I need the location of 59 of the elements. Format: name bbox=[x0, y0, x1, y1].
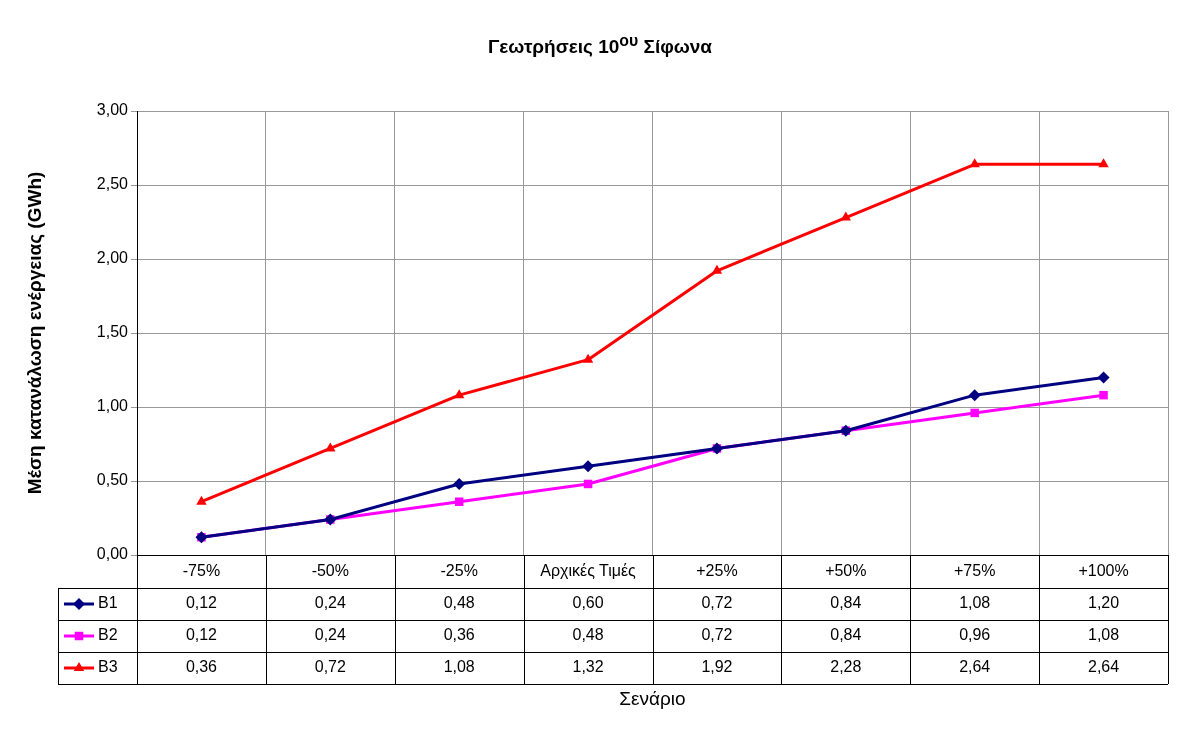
x-tick-label: -50% bbox=[311, 561, 349, 579]
x-tick-label: +25% bbox=[696, 561, 738, 579]
data-label: 0,36 bbox=[443, 626, 475, 644]
point bbox=[970, 408, 979, 418]
data-label: 1,08 bbox=[1087, 626, 1120, 644]
data-label: 2,64 bbox=[1087, 658, 1120, 676]
chart-title: Γεωτρήσεις 10$^{ου}$ Σίφωνα bbox=[486, 32, 714, 59]
y-tick-label: 1,50 bbox=[96, 323, 129, 341]
y-tick-label: 3,00 bbox=[96, 101, 129, 119]
y-tick-label: 0,00 bbox=[96, 545, 129, 563]
data-label: 0,72 bbox=[701, 594, 733, 612]
legend-label: B2 bbox=[98, 626, 118, 644]
point bbox=[453, 389, 465, 399]
data-label: 0,72 bbox=[314, 658, 346, 676]
data-label: 1,32 bbox=[572, 658, 604, 676]
data-label: 0,12 bbox=[185, 626, 218, 644]
data-label: 0,96 bbox=[959, 626, 991, 644]
data-label: 2,28 bbox=[830, 658, 862, 676]
data-label: 0,60 bbox=[572, 594, 604, 612]
point bbox=[582, 460, 595, 473]
data-label: 0,36 bbox=[185, 658, 218, 676]
y-tick-label: 0,50 bbox=[96, 471, 129, 489]
point bbox=[711, 264, 723, 274]
x-tick-label: +100% bbox=[1078, 561, 1129, 579]
data-label: 0,84 bbox=[830, 626, 862, 644]
point bbox=[840, 211, 852, 221]
y-tick-label: 2,00 bbox=[96, 249, 129, 267]
data-label: 2,64 bbox=[959, 658, 991, 676]
y-tick-label: 1,00 bbox=[96, 397, 129, 415]
data-label: 1,92 bbox=[701, 658, 733, 676]
y-tick-label: 2,50 bbox=[96, 175, 129, 193]
x-tick-label: Αρχικές Τιμές bbox=[540, 561, 637, 579]
point bbox=[1098, 158, 1109, 168]
point bbox=[196, 495, 207, 505]
point bbox=[1099, 390, 1108, 400]
legend-label: B3 bbox=[98, 658, 118, 676]
data-label: 0,48 bbox=[443, 594, 475, 612]
data-label: 1,20 bbox=[1087, 594, 1120, 612]
x-tick-label: -75% bbox=[182, 561, 221, 579]
data-label: 0,24 bbox=[314, 626, 346, 644]
text: Σενάριο bbox=[619, 688, 686, 710]
point bbox=[1097, 371, 1110, 384]
legend-label: B1 bbox=[98, 594, 118, 612]
x-tick-label: +75% bbox=[954, 561, 996, 579]
point bbox=[968, 389, 981, 402]
point bbox=[454, 497, 464, 506]
data-label: 0,84 bbox=[830, 594, 862, 612]
data-label: 1,08 bbox=[443, 658, 475, 676]
x-tick-label: +50% bbox=[825, 561, 867, 579]
data-label: 0,24 bbox=[314, 594, 346, 612]
x-tick-label: -25% bbox=[440, 561, 478, 579]
y-axis-title: Μέση κατανάλωση ενέργειας (GWh) bbox=[23, 171, 45, 495]
data-label: 0,12 bbox=[185, 594, 218, 612]
point bbox=[453, 477, 466, 490]
point bbox=[582, 353, 594, 363]
point bbox=[969, 158, 980, 168]
data-label: 0,72 bbox=[701, 626, 733, 644]
data-label: 0,48 bbox=[572, 626, 604, 644]
data-label: 1,08 bbox=[959, 594, 991, 612]
